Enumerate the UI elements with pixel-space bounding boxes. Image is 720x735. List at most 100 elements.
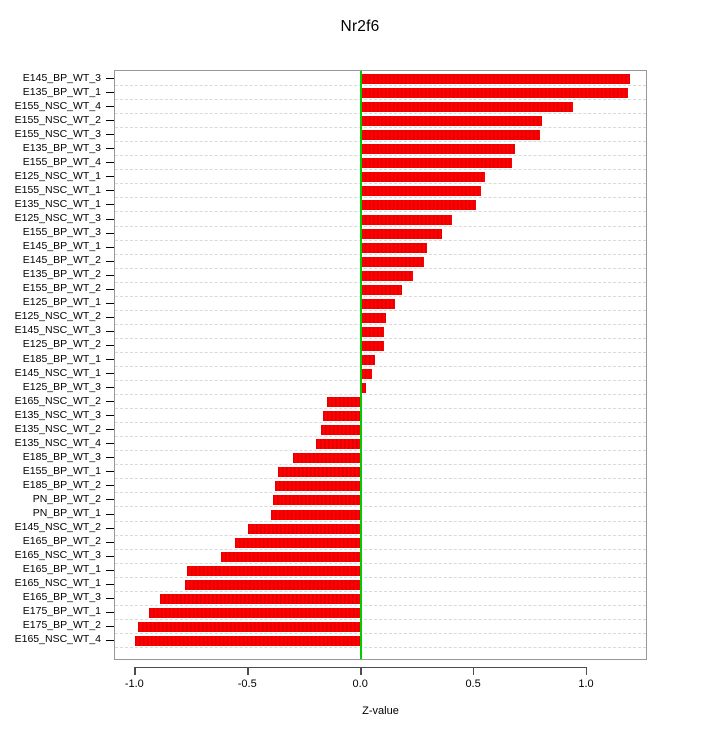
- bar: [361, 228, 443, 239]
- gridline: [115, 183, 646, 185]
- gridline: [115, 351, 646, 353]
- x-tick-mark: [360, 667, 362, 675]
- gridline: [115, 646, 646, 648]
- bar: [187, 565, 362, 576]
- bar: [248, 523, 362, 534]
- gridline: [115, 99, 646, 101]
- y-tick-label: E155_NSC_WT_4: [14, 99, 101, 112]
- y-tick-mark: [106, 92, 114, 94]
- bar: [361, 172, 486, 183]
- y-tick-mark: [106, 246, 114, 248]
- bar: [322, 411, 362, 422]
- bar: [361, 256, 425, 267]
- bar: [361, 214, 452, 225]
- bar: [361, 369, 373, 380]
- y-tick-label: E135_NSC_WT_2: [14, 422, 101, 435]
- x-axis-line: [134, 667, 586, 669]
- y-tick-mark: [106, 162, 114, 164]
- y-axis: E145_BP_WT_3 E135_BP_WT_1 E155_NSC_WT_4 E15…: [0, 70, 114, 660]
- bar: [361, 102, 574, 113]
- y-tick-label: E145_NSC_WT_2: [14, 521, 101, 534]
- gridline: [115, 604, 646, 606]
- x-tick-label: -0.5: [237, 678, 257, 690]
- y-tick-mark: [106, 513, 114, 515]
- y-tick-label: E175_BP_WT_2: [22, 619, 101, 632]
- y-tick-label: E165_NSC_WT_4: [14, 633, 101, 646]
- gridline: [115, 267, 646, 269]
- bar: [361, 298, 396, 309]
- y-tick-label: E125_BP_WT_2: [22, 338, 101, 351]
- gridline: [115, 506, 646, 508]
- gridline: [115, 562, 646, 564]
- bar: [361, 144, 515, 155]
- x-tick-mark: [134, 667, 136, 675]
- x-tick-label: 1.0: [578, 678, 594, 690]
- gridline: [115, 253, 646, 255]
- bar: [361, 130, 540, 141]
- y-tick-label: PN_BP_WT_2: [32, 492, 101, 505]
- gridline: [115, 295, 646, 297]
- gridline: [115, 534, 646, 536]
- bar: [361, 270, 414, 281]
- bar: [293, 453, 362, 464]
- gridline: [115, 394, 646, 396]
- bar: [361, 340, 384, 351]
- y-tick-label: E165_NSC_WT_3: [14, 549, 101, 562]
- bar: [361, 200, 477, 211]
- y-tick-label: E185_BP_WT_1: [22, 352, 101, 365]
- bar: [361, 158, 513, 169]
- y-tick-label: E185_BP_WT_2: [22, 478, 101, 491]
- bar: [361, 116, 542, 127]
- gridline: [115, 239, 646, 241]
- y-tick-label: E145_BP_WT_2: [22, 254, 101, 267]
- y-tick-label: E135_NSC_WT_4: [14, 436, 101, 449]
- y-tick-mark: [106, 583, 114, 585]
- bar: [361, 355, 375, 365]
- y-tick-label: E155_BP_WT_1: [22, 464, 101, 477]
- y-tick-mark: [106, 569, 114, 571]
- gridline: [115, 169, 646, 171]
- y-tick-label: E155_BP_WT_3: [22, 226, 101, 239]
- y-tick-label: E135_BP_WT_2: [22, 268, 101, 281]
- gridline: [115, 141, 646, 143]
- y-tick-label: E155_NSC_WT_3: [14, 127, 101, 140]
- gridline: [115, 197, 646, 199]
- gridline: [115, 113, 646, 115]
- y-tick-label: E125_NSC_WT_2: [14, 310, 101, 323]
- y-tick-mark: [106, 541, 114, 543]
- gridline: [115, 211, 646, 213]
- y-tick-label: E135_BP_WT_3: [22, 141, 101, 154]
- y-tick-mark: [106, 190, 114, 192]
- bar: [148, 607, 362, 618]
- y-tick-label: E175_BP_WT_1: [22, 605, 101, 618]
- y-tick-label: E185_BP_WT_3: [22, 450, 101, 463]
- y-tick-label: E155_NSC_WT_1: [14, 183, 101, 196]
- gridline: [115, 323, 646, 325]
- bar: [316, 439, 362, 450]
- y-tick-mark: [106, 204, 114, 206]
- gridline: [115, 380, 646, 382]
- gridline: [115, 520, 646, 522]
- bar: [361, 383, 366, 394]
- y-tick-label: E155_BP_WT_2: [22, 282, 101, 295]
- y-tick-label: E135_NSC_WT_1: [14, 197, 101, 210]
- bar: [320, 425, 362, 436]
- bar: [361, 312, 386, 323]
- y-tick-mark: [106, 330, 114, 332]
- bar: [137, 621, 362, 632]
- y-tick-label: E145_BP_WT_1: [22, 240, 101, 253]
- y-tick-mark: [106, 387, 114, 389]
- y-tick-mark: [106, 288, 114, 290]
- y-tick-mark: [106, 639, 114, 641]
- gridline: [115, 281, 646, 283]
- y-tick-label: E165_BP_WT_2: [22, 535, 101, 548]
- bar: [361, 88, 628, 99]
- gridline: [115, 408, 646, 410]
- y-tick-mark: [106, 443, 114, 445]
- gridline: [115, 450, 646, 452]
- y-tick-mark: [106, 527, 114, 529]
- gridline: [115, 422, 646, 424]
- y-tick-label: E165_NSC_WT_2: [14, 394, 101, 407]
- bar: [135, 635, 362, 646]
- y-tick-mark: [106, 260, 114, 262]
